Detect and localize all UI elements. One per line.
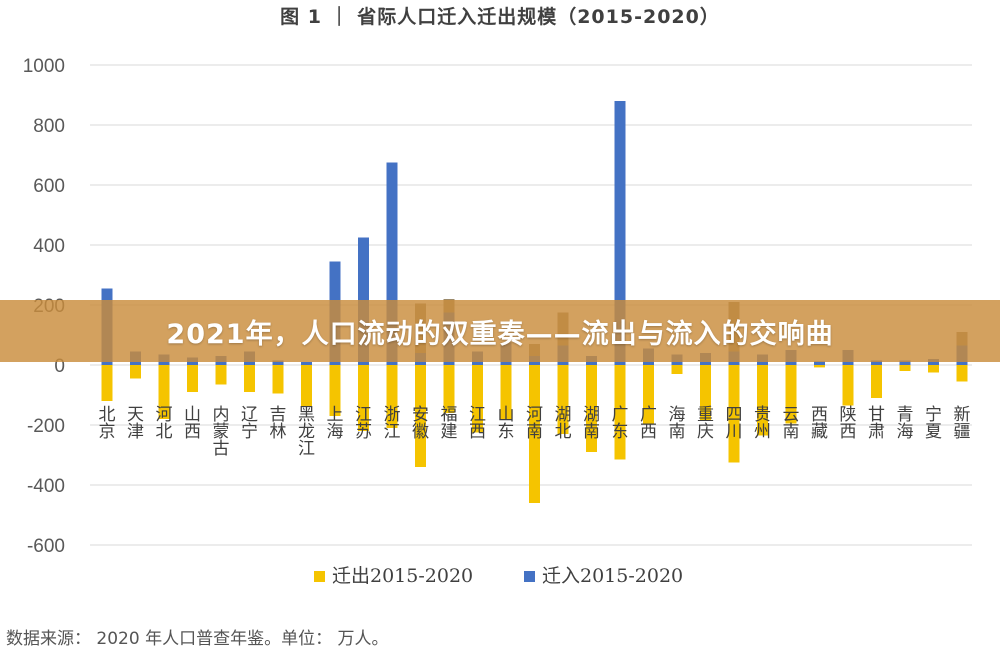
bar-outflow (329, 365, 341, 416)
source-note: 数据来源： 2020 年人口普查年鉴。单位： 万人。 (6, 629, 389, 649)
x-category-label: 湖北 (555, 405, 572, 442)
x-category-label: 辽宁 (241, 405, 258, 442)
legend-label-outflow: 迁出2015-2020 (332, 565, 473, 587)
bar-outflow (871, 365, 882, 398)
headline-banner: 2021年，人口流动的双重奏——流出与流入的交响曲 (0, 300, 1000, 362)
x-category-label: 云南 (783, 405, 800, 442)
x-category-label: 四川 (726, 405, 743, 442)
bar-inflow (386, 162, 398, 365)
x-category-label: 浙江 (384, 405, 401, 442)
bar-outflow (443, 365, 455, 413)
x-category-label: 湖南 (583, 405, 600, 442)
bar-outflow (244, 365, 255, 392)
bar-outflow (529, 365, 540, 503)
y-tick-label: 600 (33, 176, 65, 197)
x-category-label: 河南 (526, 405, 543, 442)
x-category-label: 河北 (156, 405, 173, 442)
bar-outflow (101, 365, 113, 401)
x-category-label: 江西 (469, 405, 486, 442)
x-category-label: 上海 (327, 405, 344, 442)
y-tick-label: 400 (33, 236, 65, 257)
x-category-label: 西藏 (811, 405, 828, 442)
bar-outflow (272, 365, 284, 394)
bar-outflow (614, 365, 626, 460)
bar-outflow (814, 365, 825, 368)
x-category-label: 广东 (612, 405, 629, 442)
x-category-label: 安徽 (412, 405, 429, 442)
bar-outflow (842, 365, 854, 406)
bar-outflow (728, 365, 740, 463)
x-category-label: 海南 (669, 405, 686, 442)
bar-outflow (130, 365, 141, 379)
bar-outflow (215, 365, 227, 385)
bar-outflow (785, 365, 797, 424)
x-category-label: 江苏 (355, 405, 372, 442)
bar-outflow (899, 365, 911, 371)
y-tick-label: 0 (54, 356, 65, 377)
x-category-label: 宁夏 (925, 405, 942, 442)
x-category-label: 重庆 (697, 405, 714, 442)
bar-outflow (386, 365, 398, 428)
x-category-label: 天津 (127, 405, 144, 442)
bar-outflow (358, 365, 369, 431)
bar-outflow (158, 365, 170, 419)
bar-outflow (700, 365, 711, 421)
x-category-label: 北京 (99, 405, 116, 442)
x-category-label: 山西 (184, 405, 201, 442)
x-category-label: 新疆 (954, 405, 971, 442)
x-category-label: 陕西 (840, 405, 857, 442)
chart-title: 图 1 ｜ 省际人口迁入迁出规模（2015-2020） (280, 6, 720, 28)
bar-outflow (472, 365, 483, 433)
bar-outflow (415, 365, 426, 467)
x-category-label: 广西 (640, 405, 657, 442)
y-tick-label: 800 (33, 116, 65, 137)
x-category-label: 内蒙古 (213, 405, 230, 459)
legend-swatch-inflow (524, 571, 535, 582)
bar-outflow (187, 365, 198, 392)
bar-inflow (301, 362, 312, 365)
bar-inflow (272, 360, 284, 365)
bar-outflow (757, 365, 768, 436)
bar-outflow (301, 365, 312, 407)
bar-inflow (899, 360, 911, 365)
x-category-label: 山东 (498, 405, 515, 442)
bar-outflow (557, 365, 569, 434)
legend-swatch-outflow (314, 571, 325, 582)
x-category-label: 黑龙江 (298, 405, 315, 459)
y-tick-label: -200 (27, 416, 65, 437)
bar-inflow (928, 359, 939, 365)
bar-outflow (956, 365, 968, 382)
bar-inflow (614, 101, 626, 365)
y-tick-label: 1000 (23, 56, 65, 77)
y-tick-label: -600 (27, 536, 65, 557)
bar-inflow (814, 361, 825, 365)
bar-inflow (871, 360, 882, 365)
bar-outflow (586, 365, 597, 452)
bar-outflow (643, 365, 654, 424)
bar-outflow (928, 365, 939, 373)
x-category-label: 贵州 (754, 405, 771, 442)
x-category-label: 吉林 (270, 405, 287, 442)
bar-outflow (500, 365, 512, 419)
y-tick-label: -400 (27, 476, 65, 497)
bar-outflow (671, 365, 683, 374)
headline-text: 2021年，人口流动的双重奏——流出与流入的交响曲 (166, 318, 834, 350)
x-category-label: 甘肃 (868, 405, 885, 442)
legend-label-inflow: 迁入2015-2020 (542, 565, 683, 587)
x-category-label: 福建 (441, 405, 458, 442)
x-category-label: 青海 (897, 405, 914, 442)
